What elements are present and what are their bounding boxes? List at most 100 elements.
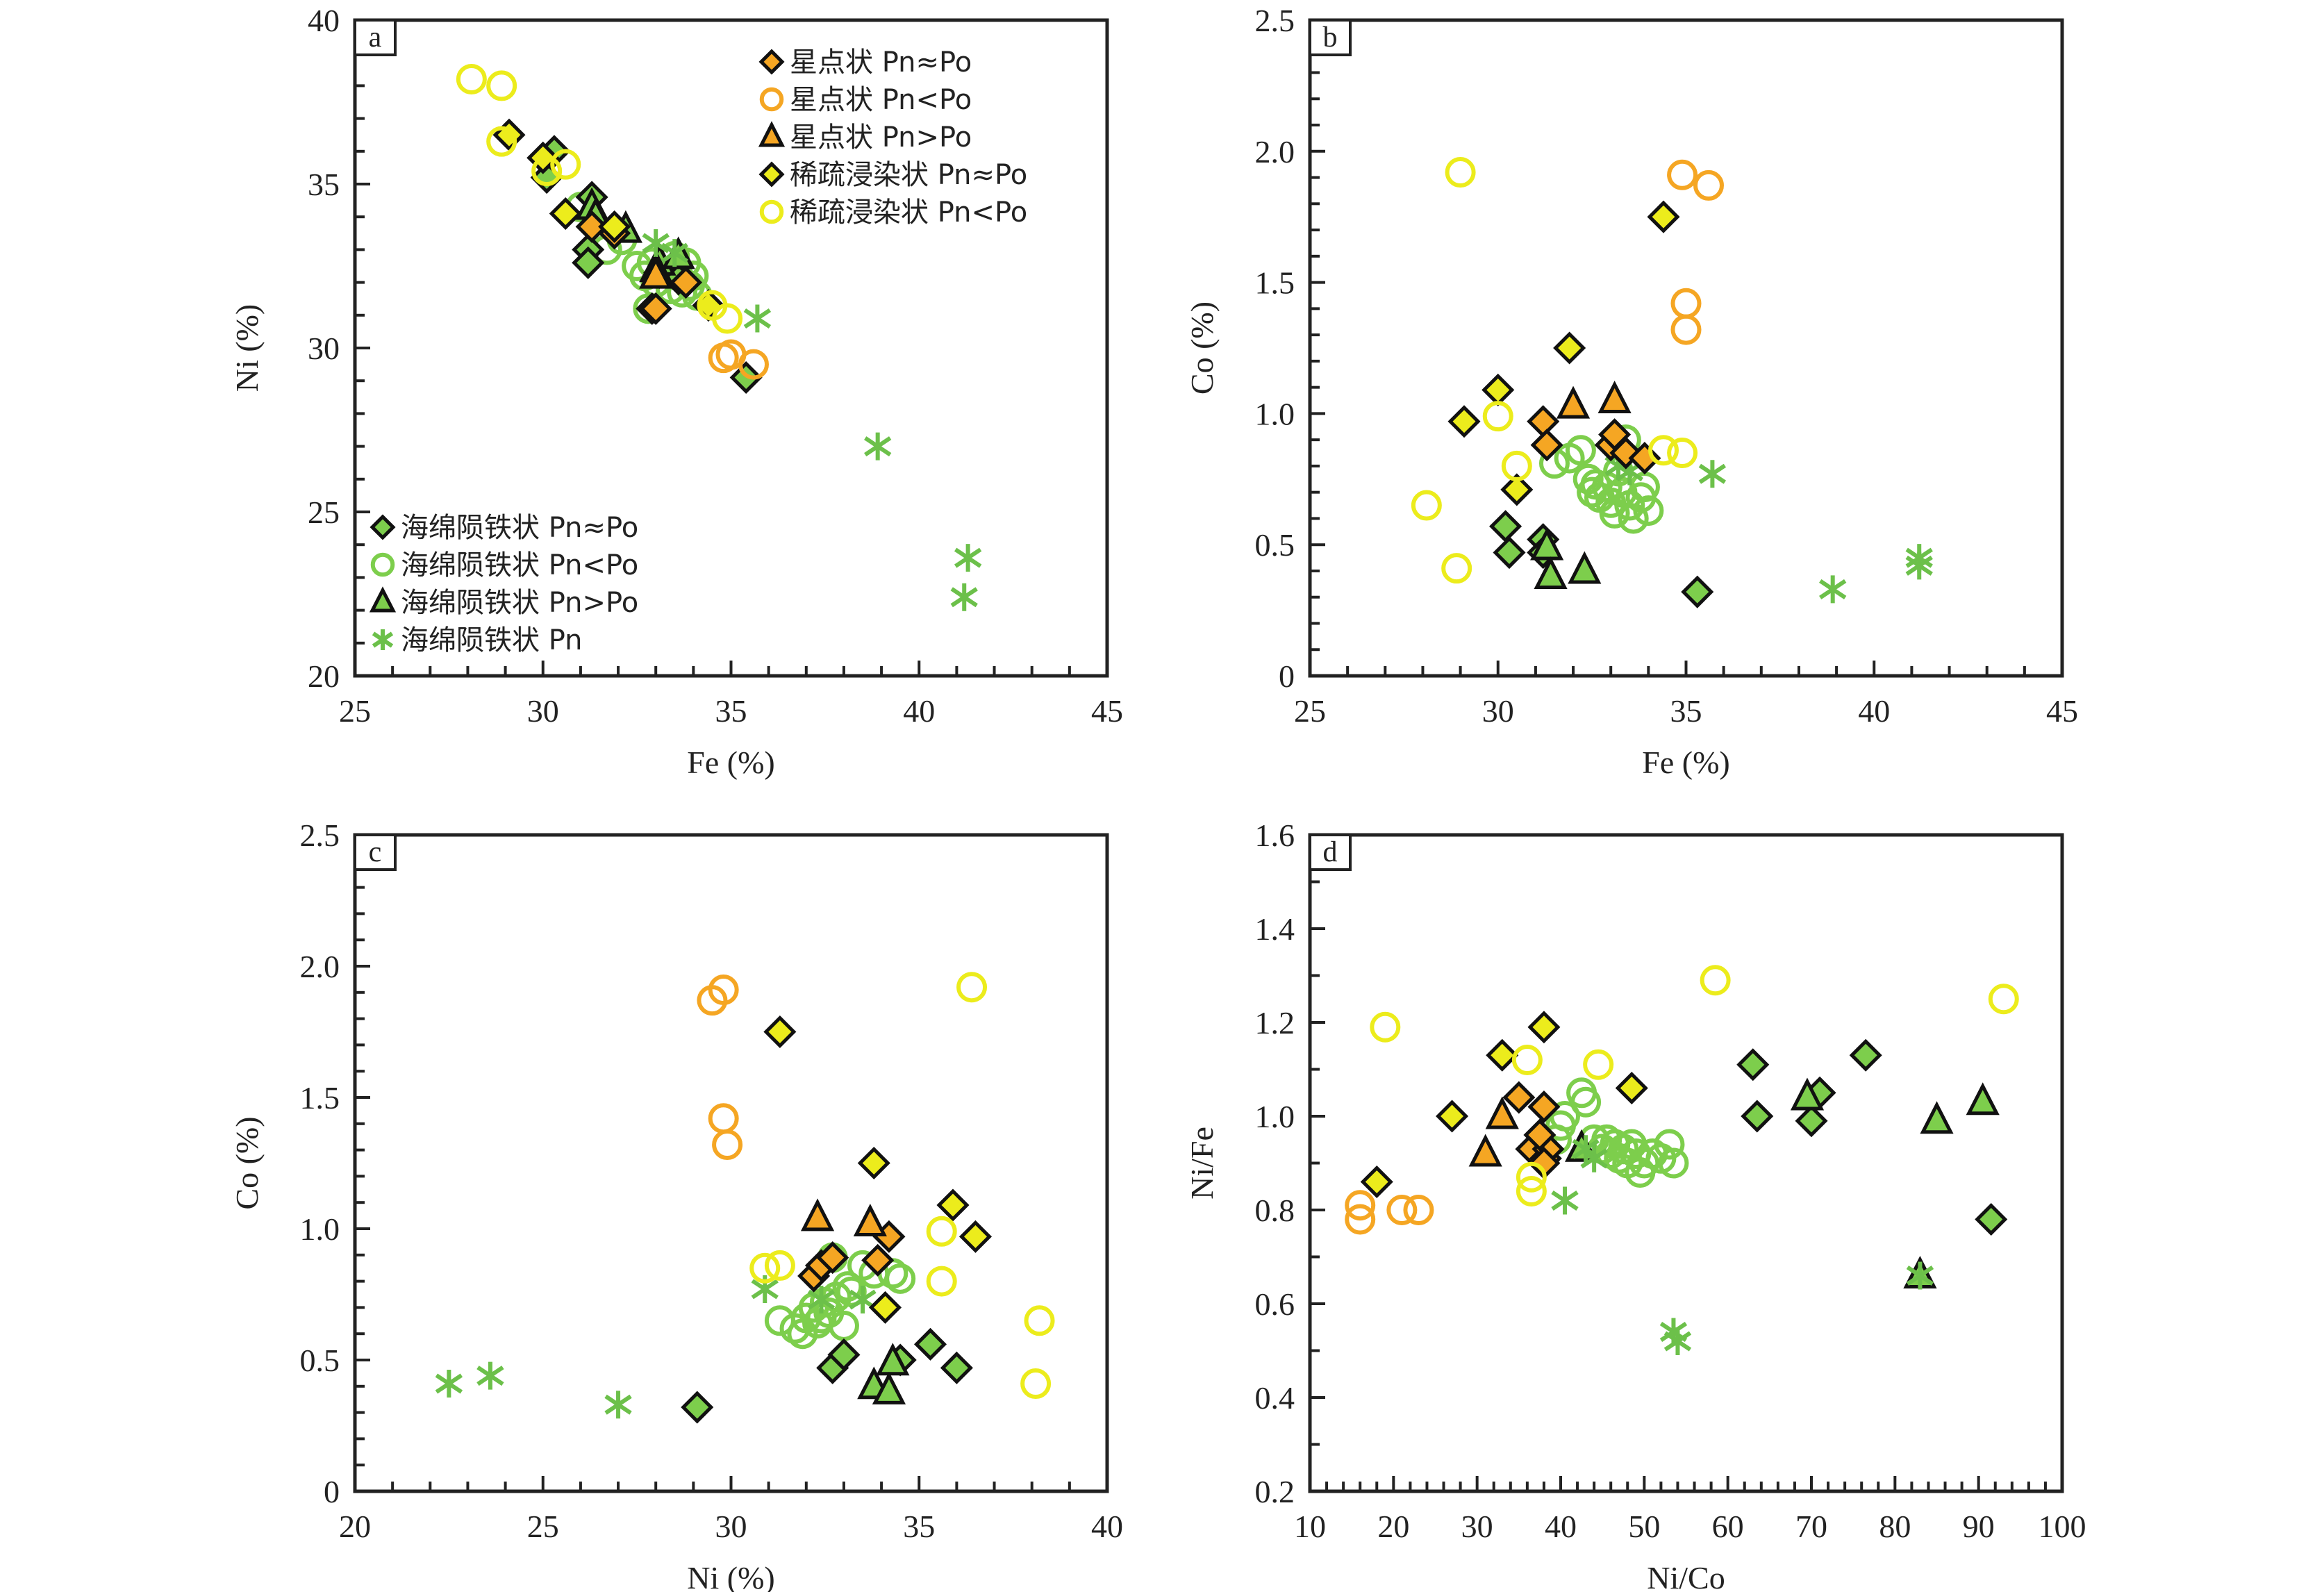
panel-letter-box (354, 834, 397, 871)
series-sponge_eq (681, 1327, 973, 1424)
data-point-sponge_eq (940, 1351, 973, 1384)
data-point-sparse_lt (1441, 553, 1472, 584)
series-sparse_lt (1411, 157, 1698, 584)
data-point-sparse_eq (598, 210, 631, 243)
legend-label-dot_gt: 星点状 Pn>Po (790, 122, 972, 154)
data-point-dot_eq (1527, 405, 1560, 438)
legend-label-sponge_gt: 海绵陨铁状 Pn>Po (401, 587, 638, 619)
x-tick-label: 25 (339, 693, 371, 729)
data-points (456, 63, 982, 611)
data-point-sponge_pn (743, 304, 772, 333)
series-sponge_eq (1736, 1038, 2008, 1236)
data-point-dot_lt (1386, 1195, 1418, 1225)
data-point-sponge_lt (1629, 1147, 1660, 1179)
data-point-dot_gt (639, 256, 673, 289)
series-sponge_gt (857, 1343, 910, 1404)
data-point-sponge_pn (604, 1391, 632, 1419)
data-point-sponge_gt (1530, 527, 1564, 561)
data-point-dot_gt (1597, 381, 1632, 414)
data-point-dot_gt (1485, 1096, 1519, 1129)
data-point-sponge_gt (1790, 1077, 1825, 1111)
data-point-sponge_eq (1741, 1100, 1774, 1133)
x-tick-label: 45 (2046, 693, 2078, 729)
y-tick-label: 1.5 (1255, 265, 1295, 301)
data-point-dot_lt (1667, 159, 1698, 190)
legend-marker-sponge_eq (370, 514, 396, 540)
x-axis-label: Fe (%) (687, 745, 774, 780)
panel-letter: d (1323, 836, 1338, 868)
y-axis-label: Co (%) (229, 1116, 265, 1209)
legend-marker-dot_gt (758, 121, 786, 147)
series-sponge_pn (435, 1275, 877, 1419)
data-point-sparse_eq (1527, 1011, 1561, 1044)
data-point-sparse_lt (1988, 984, 2019, 1015)
x-tick-label: 30 (1482, 693, 1514, 729)
data-point-sponge_pn (1905, 552, 1933, 580)
data-point-sponge_pn (954, 544, 982, 572)
data-point-sparse_lt (550, 149, 581, 180)
legend-label-dot_lt: 星点状 Pn<Po (790, 84, 972, 116)
data-points (1345, 965, 2019, 1355)
y-tick-label: 20 (308, 658, 340, 694)
data-point-sparse_lt (1700, 965, 1731, 996)
series-dot_gt (1556, 381, 1632, 419)
data-point-sparse_eq (1647, 200, 1680, 233)
legend-bottom-left: 海绵陨铁状 Pn≈Po 海绵陨铁状 Pn<Po 海绵陨铁状 Pn>Po 海绵陨铁状 P… (369, 512, 638, 656)
legend-marker-sponge_lt (370, 552, 395, 577)
data-point-sponge_eq (681, 1391, 714, 1424)
data-point-sparse_lt (1411, 490, 1442, 521)
series-sponge_pn (1604, 451, 1933, 604)
data-point-sparse_lt (486, 126, 517, 157)
series-dot_gt (639, 256, 673, 289)
x-tick-label: 50 (1628, 1509, 1660, 1544)
data-point-sponge_eq (572, 246, 605, 279)
data-point-sponge_lt (1580, 469, 1611, 500)
y-tick-label: 1.0 (1255, 396, 1295, 431)
data-point-dot_lt (708, 1103, 739, 1134)
legend-marker-dot_lt (759, 87, 784, 112)
x-tick-label: 25 (1294, 693, 1326, 729)
y-tick-label: 2.5 (1255, 3, 1295, 38)
data-point-sponge_gt (1966, 1082, 2000, 1116)
series-dot_lt (708, 339, 769, 380)
x-tick-label: 30 (527, 693, 559, 729)
plot-frame (1308, 18, 2064, 678)
x-tick-label: 20 (339, 1509, 371, 1544)
x-tick-label: 40 (1545, 1509, 1577, 1544)
x-tick-label: 45 (1091, 693, 1123, 729)
data-point-sparse_lt (531, 156, 563, 187)
data-point-sponge_eq (1975, 1202, 2008, 1236)
data-point-dot_lt (738, 349, 769, 380)
plot-frame (353, 833, 1109, 1493)
data-point-dot_lt (1345, 1190, 1376, 1221)
data-point-sparse_lt (1445, 157, 1476, 188)
series-dot_eq (797, 1220, 906, 1293)
series-sponge_pn (1551, 1135, 1934, 1355)
data-point-sparse_eq (868, 1291, 902, 1324)
data-point-sponge_lt (1633, 495, 1664, 526)
y-axis-label: Ni/Fe (1184, 1127, 1220, 1200)
data-point-sparse_eq (958, 1220, 993, 1253)
data-point-sparse_lt (749, 1252, 781, 1284)
legend-label-dot_eq: 星点状 Pn≈Po (790, 47, 972, 78)
axis-ticks (354, 834, 1109, 1493)
y-tick-label: 25 (308, 495, 340, 530)
panel-letter: c (369, 836, 382, 868)
data-point-sponge_pn (642, 229, 670, 257)
data-point-sponge_lt (1565, 435, 1596, 466)
y-tick-label: 1.6 (1255, 818, 1295, 853)
x-tick-label: 40 (1091, 1509, 1123, 1544)
y-axis-label: Co (%) (1184, 301, 1220, 395)
data-point-sparse_lt (926, 1216, 957, 1247)
data-points (1411, 157, 1933, 608)
data-point-sparse_eq (1553, 331, 1586, 365)
data-point-sponge_eq (1493, 536, 1526, 570)
data-point-dot_eq (669, 266, 703, 299)
data-point-dot_eq (861, 1243, 895, 1277)
series-sparse_lt (1370, 965, 2019, 1207)
data-point-sponge_pn (435, 1370, 463, 1398)
series-sponge_lt (1528, 1077, 1689, 1188)
data-point-sponge_lt (1570, 1086, 1602, 1118)
x-tick-label: 35 (715, 693, 747, 729)
